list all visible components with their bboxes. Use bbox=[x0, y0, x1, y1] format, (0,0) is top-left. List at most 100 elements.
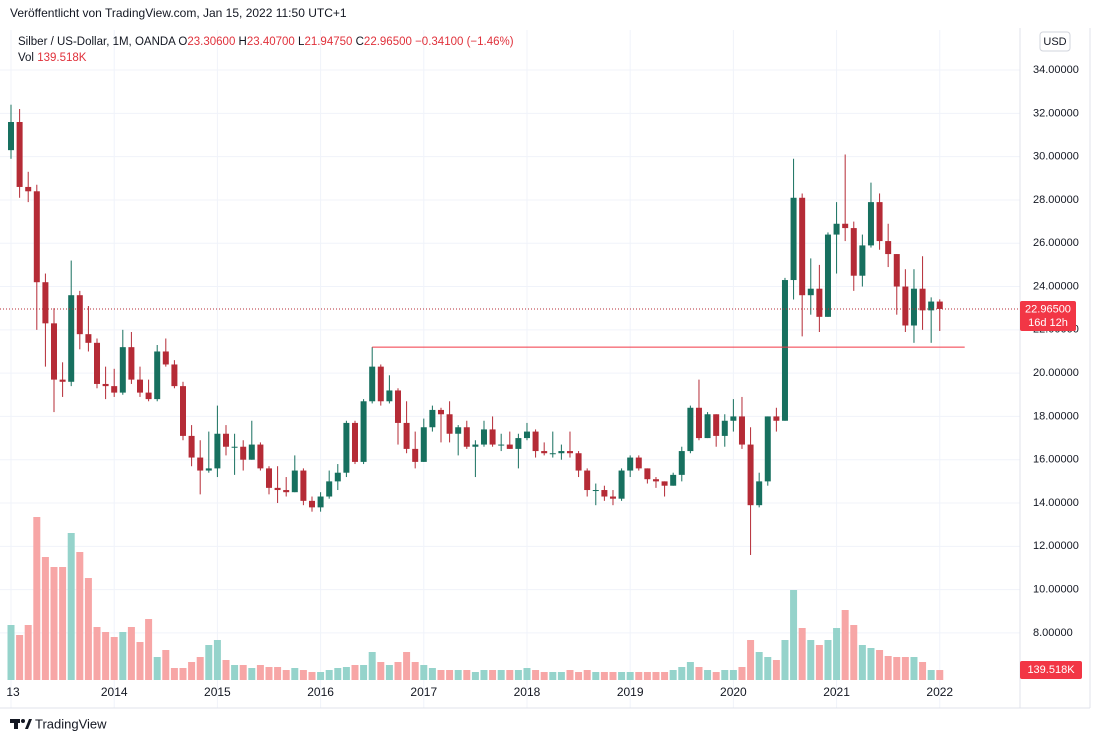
volume-bar bbox=[506, 670, 514, 680]
volume-bar bbox=[291, 668, 299, 680]
candle-body bbox=[16, 122, 23, 187]
candle-body bbox=[928, 301, 935, 311]
volume-bar bbox=[222, 660, 230, 680]
volume-badge bbox=[1020, 661, 1082, 680]
x-tick-label: 2020 bbox=[720, 685, 747, 699]
volume-bar bbox=[368, 652, 376, 680]
volume-bar bbox=[600, 672, 608, 680]
candle-body bbox=[704, 414, 711, 439]
currency-button[interactable] bbox=[1039, 31, 1071, 52]
volume-bar bbox=[910, 657, 918, 680]
candle-body bbox=[506, 444, 513, 449]
volume-bar bbox=[170, 668, 178, 680]
candle-body bbox=[343, 422, 350, 473]
candle-body bbox=[437, 409, 444, 415]
candle-body bbox=[386, 390, 393, 402]
legend-value: 21.94750 bbox=[304, 36, 352, 48]
candle-body bbox=[678, 451, 685, 475]
candle-body bbox=[171, 364, 178, 387]
footer: TradingView bbox=[35, 716, 107, 731]
legend-key: L bbox=[298, 36, 305, 48]
volume-bar bbox=[33, 517, 41, 680]
volume-bar bbox=[119, 632, 127, 680]
candle-body bbox=[652, 479, 659, 482]
volume-bar bbox=[102, 632, 110, 680]
candle-body bbox=[351, 422, 358, 462]
candle-body bbox=[730, 416, 737, 421]
volume-bar bbox=[256, 665, 264, 680]
volume-value: 139.518K bbox=[37, 52, 87, 64]
x-tick-label: 2021 bbox=[823, 685, 850, 699]
candle-body bbox=[446, 414, 453, 434]
volume-bar bbox=[446, 670, 454, 680]
candle-body bbox=[283, 490, 290, 493]
volume-bar bbox=[514, 670, 522, 680]
x-tick-label: 13 bbox=[6, 685, 20, 699]
price-badge bbox=[1020, 300, 1076, 331]
candle-body bbox=[618, 470, 625, 499]
legend-value: 22.96500 bbox=[364, 36, 412, 48]
candle-body bbox=[532, 431, 539, 452]
volume-bar bbox=[76, 552, 84, 680]
volume-bar bbox=[919, 662, 927, 680]
volume-bar bbox=[893, 657, 901, 680]
volume-bar bbox=[110, 637, 118, 680]
candle-body bbox=[197, 457, 204, 471]
x-tick-label: 2018 bbox=[514, 685, 541, 699]
candle-body bbox=[119, 347, 126, 393]
candle-body bbox=[111, 386, 118, 393]
y-tick-label: 20.00000 bbox=[1033, 367, 1079, 379]
volume-bar bbox=[747, 640, 755, 680]
volume-bar bbox=[93, 627, 101, 680]
candle-body bbox=[566, 451, 573, 454]
candle-body bbox=[265, 468, 272, 488]
x-tick-label: 2015 bbox=[204, 685, 231, 699]
candle-body bbox=[885, 241, 892, 255]
volume-bar bbox=[162, 650, 170, 680]
logo: TradingView bbox=[10, 716, 107, 731]
candle-body bbox=[308, 500, 315, 508]
volume-bar bbox=[497, 670, 505, 680]
currency[interactable]: USD bbox=[1043, 36, 1066, 48]
y-tick-label: 26.00000 bbox=[1033, 237, 1079, 249]
volume-bar bbox=[317, 672, 325, 680]
candle-body bbox=[377, 366, 384, 402]
volume-bar bbox=[936, 670, 944, 680]
candle-body bbox=[360, 401, 367, 462]
volume-bar bbox=[299, 670, 307, 680]
candle-body bbox=[222, 433, 229, 447]
volume-bar bbox=[566, 670, 574, 680]
legend-value: 23.40700 bbox=[247, 36, 295, 48]
volume-bar bbox=[282, 670, 290, 680]
candle-body bbox=[893, 254, 900, 287]
candle-body bbox=[291, 470, 298, 493]
volume-bar bbox=[127, 627, 135, 680]
candle-body bbox=[480, 429, 487, 445]
volume-bar bbox=[213, 640, 221, 680]
candle-body bbox=[128, 347, 135, 380]
y-tick-label: 18.00000 bbox=[1033, 410, 1079, 422]
candle-body bbox=[627, 457, 634, 471]
volume-bar bbox=[463, 670, 471, 680]
volume-bar bbox=[729, 670, 737, 680]
candle-body bbox=[816, 288, 823, 317]
volume-legend: Vol 139.518K bbox=[18, 52, 87, 64]
candle-body bbox=[94, 342, 101, 384]
candle-body bbox=[257, 444, 264, 469]
candle-body bbox=[575, 453, 582, 471]
plot-area bbox=[0, 30, 1020, 708]
volume-bar bbox=[7, 625, 15, 680]
candle-body bbox=[799, 197, 806, 296]
volume-bar bbox=[772, 660, 780, 680]
volume-bar bbox=[248, 668, 256, 680]
candle-body bbox=[541, 451, 548, 454]
volume-bar bbox=[437, 670, 445, 680]
volume-bar bbox=[592, 672, 600, 680]
volume-bar bbox=[489, 670, 497, 680]
candle-body bbox=[919, 288, 926, 311]
candle-body bbox=[584, 470, 591, 491]
header: Veröffentlicht von TradingView.com, Jan … bbox=[10, 6, 347, 20]
candle-body bbox=[515, 438, 522, 449]
y-tick-label: 8.00000 bbox=[1033, 627, 1073, 639]
volume-title: Vol bbox=[18, 52, 34, 64]
